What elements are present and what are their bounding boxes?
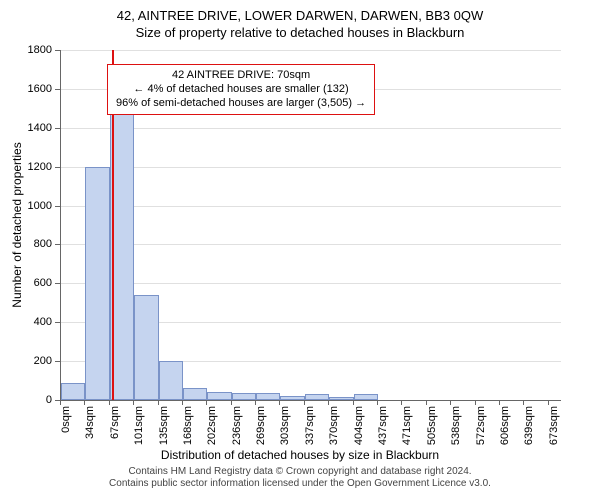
gridline — [61, 128, 561, 129]
histogram-bar — [61, 383, 85, 401]
histogram-bar — [183, 388, 207, 400]
x-tick-label: 236sqm — [231, 406, 243, 445]
callout-line: 96% of semi-detached houses are larger (… — [116, 97, 366, 111]
x-tick-label: 101sqm — [133, 406, 145, 445]
page-title-address: 42, AINTREE DRIVE, LOWER DARWEN, DARWEN,… — [0, 0, 600, 23]
x-tick-label: 370sqm — [328, 406, 340, 445]
x-tick-label: 34sqm — [84, 406, 96, 439]
histogram-bar — [134, 295, 158, 400]
histogram-bar — [256, 393, 280, 400]
y-tick-label: 200 — [34, 355, 52, 367]
x-tick-label: 606sqm — [499, 406, 511, 445]
histogram-bar — [85, 167, 109, 400]
x-tick-label: 135sqm — [158, 406, 170, 445]
y-axis-label: Number of detached properties — [10, 60, 24, 225]
y-tick-label: 600 — [34, 277, 52, 289]
x-tick-label: 0sqm — [60, 406, 72, 433]
x-axis-label: Distribution of detached houses by size … — [0, 448, 600, 462]
y-tick-label: 800 — [34, 238, 52, 250]
gridline — [61, 244, 561, 245]
x-tick-label: 303sqm — [279, 406, 291, 445]
histogram-bar — [305, 394, 329, 400]
x-tick-label: 505sqm — [426, 406, 438, 445]
x-tick-label: 437sqm — [377, 406, 389, 445]
attribution-footer: Contains HM Land Registry data © Crown c… — [0, 466, 600, 490]
gridline — [61, 50, 561, 51]
histogram-plot-area: 42 AINTREE DRIVE: 70sqm← 4% of detached … — [60, 50, 561, 401]
gridline — [61, 206, 561, 207]
x-tick-label: 572sqm — [475, 406, 487, 445]
callout-line: 42 AINTREE DRIVE: 70sqm — [116, 69, 366, 83]
footer-line-2: Contains public sector information licen… — [0, 478, 600, 490]
gridline — [61, 167, 561, 168]
callout-box: 42 AINTREE DRIVE: 70sqm← 4% of detached … — [107, 64, 375, 115]
x-tick-label: 471sqm — [401, 406, 413, 445]
y-tick-label: 1600 — [28, 83, 52, 95]
footer-line-1: Contains HM Land Registry data © Crown c… — [0, 466, 600, 478]
x-tick-label: 639sqm — [523, 406, 535, 445]
histogram-bar — [280, 396, 304, 400]
x-tick-label: 67sqm — [109, 406, 121, 439]
x-tick-label: 673sqm — [548, 406, 560, 445]
x-tick-label: 337sqm — [304, 406, 316, 445]
x-tick-label: 404sqm — [353, 406, 365, 445]
histogram-bar — [354, 394, 378, 400]
x-tick-label: 538sqm — [450, 406, 462, 445]
y-tick-label: 1800 — [28, 44, 52, 56]
histogram-bar — [232, 393, 256, 400]
y-tick-label: 1000 — [28, 200, 52, 212]
y-tick-label: 1200 — [28, 161, 52, 173]
page-title-subtitle: Size of property relative to detached ho… — [0, 23, 600, 40]
x-tick-label: 269sqm — [255, 406, 267, 445]
gridline — [61, 283, 561, 284]
x-tick-label: 168sqm — [182, 406, 194, 445]
y-tick-label: 0 — [46, 394, 52, 406]
histogram-bar — [329, 397, 353, 400]
callout-line: ← 4% of detached houses are smaller (132… — [116, 83, 366, 97]
y-tick-label: 1400 — [28, 122, 52, 134]
y-tick-label: 400 — [34, 316, 52, 328]
histogram-bar — [159, 361, 183, 400]
histogram-bar — [207, 392, 231, 400]
x-tick-label: 202sqm — [206, 406, 218, 445]
